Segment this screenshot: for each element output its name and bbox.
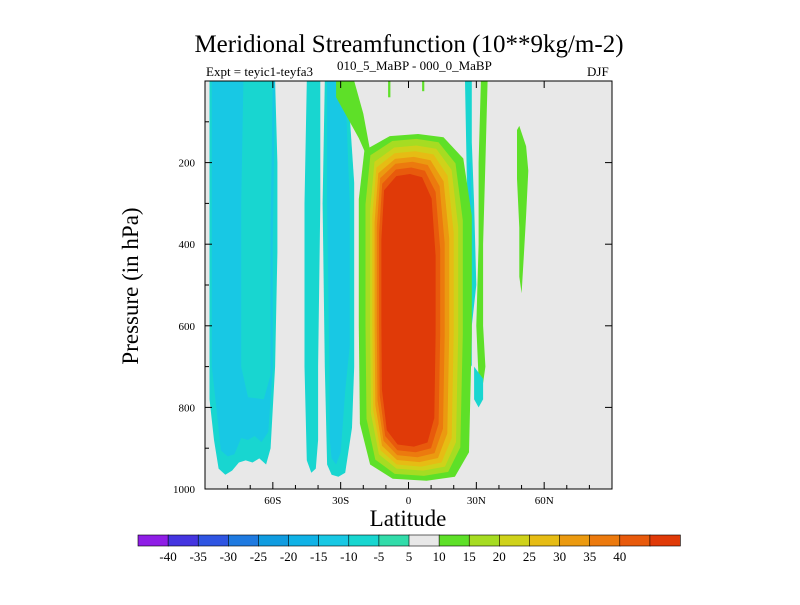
colorbar-box (258, 534, 290, 547)
colorbar-box (649, 534, 681, 547)
colorbar-box (288, 534, 320, 547)
x-tick-label: 30S (332, 495, 349, 507)
colorbar-label: -25 (250, 549, 267, 564)
colorbar-box (468, 534, 501, 547)
contour-fill-pos-5 (476, 81, 488, 383)
y-tick-label: 200 (179, 158, 196, 170)
x-axis-label: Latitude (370, 506, 447, 531)
colorbar-label: 35 (583, 549, 596, 564)
contour-fill-neg-5-pocket (241, 81, 273, 400)
colorbar-label: -20 (280, 549, 297, 564)
colorbar-label: -10 (340, 549, 357, 564)
colorbar-label: 10 (433, 549, 446, 564)
colorbar-label: -5 (373, 549, 384, 564)
x-tick-label: 30N (467, 495, 486, 507)
contour-fill-pos-40 (381, 174, 436, 447)
colorbar-label: 40 (613, 549, 626, 564)
colorbar-box (348, 534, 380, 547)
y-tick-label: 800 (179, 402, 196, 414)
colorbar-label: 15 (463, 549, 476, 564)
x-tick-label: 60N (535, 495, 554, 507)
contour-fill-pos-5 (336, 81, 371, 159)
colorbar-box (438, 534, 470, 547)
y-tick-label: 1000 (173, 484, 196, 496)
colorbar-label: -15 (310, 549, 327, 564)
colorbar-box (137, 534, 169, 547)
experiment-periods: 010_5_MaBP - 000_0_MaBP (337, 58, 492, 73)
colorbar-box (559, 534, 591, 547)
colorbar-label: 30 (553, 549, 566, 564)
colorbar-box (589, 534, 621, 547)
colorbar-box (529, 534, 561, 547)
contour-fill-neg-5 (304, 81, 321, 473)
colorbar-box (197, 534, 230, 547)
contour-fill-pos-5 (422, 81, 425, 92)
colorbar-label: -35 (190, 549, 207, 564)
colorbar-label: -40 (159, 549, 176, 564)
colorbar-label: 20 (493, 549, 506, 564)
colorbar-box (499, 534, 531, 547)
colorbar-box (167, 534, 199, 547)
colorbar-label: 25 (523, 549, 536, 564)
colorbar: -40 -35 -30 -25 -20 -15 -10 -5 5 10 15 20 25 30 35 40 (137, 534, 681, 564)
colorbar-box (619, 534, 651, 547)
colorbar-box (228, 534, 260, 547)
colorbar-label: -30 (220, 549, 237, 564)
contour-fill-pos-5 (517, 125, 529, 294)
plot-area: 60S 30S 0 30N 60N 200 400 600 800 1000 (173, 80, 613, 507)
y-tick-label: 600 (179, 321, 196, 333)
chart-title: Meridional Streamfunction (10**9kg/m-2) (194, 31, 623, 58)
contour-fill-neg-5 (474, 366, 484, 408)
contour-fill-neg-10 (327, 81, 350, 465)
contour-fill-pos-5 (388, 81, 391, 98)
x-tick-label: 60S (264, 495, 281, 507)
experiment-label: Expt = teyic1-teyfa3 (206, 64, 313, 79)
y-axis-label: Pressure (in hPa) (118, 207, 143, 364)
x-tick-label: 0 (406, 495, 412, 507)
y-tick-label: 400 (179, 239, 196, 251)
colorbar-box (318, 534, 350, 547)
colorbar-box (408, 534, 440, 547)
colorbar-box (378, 534, 410, 547)
colorbar-label: 5 (406, 549, 413, 564)
season-label: DJF (587, 64, 609, 79)
